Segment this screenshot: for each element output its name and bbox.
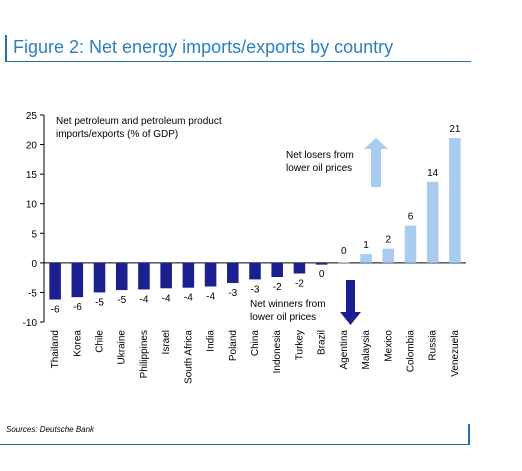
data-label: -4 xyxy=(206,292,215,303)
bar-brazil xyxy=(315,262,328,265)
data-label: -2 xyxy=(295,279,304,290)
up-arrow-icon xyxy=(364,138,388,187)
category-label: Agentina xyxy=(339,330,350,370)
bar-chile xyxy=(93,262,106,293)
ylabel-line1: Net petroleum and petroleum product xyxy=(56,116,222,127)
source-bar: Sources: Deutsche Bank xyxy=(0,420,470,445)
figure-title: Figure 2: Net energy imports/exports by … xyxy=(13,37,394,57)
bar-mexico xyxy=(382,248,395,263)
data-label: 14 xyxy=(427,168,439,179)
losers-label-line2: lower oil prices xyxy=(286,163,352,174)
bar-korea xyxy=(71,262,84,298)
data-label: -3 xyxy=(251,284,260,295)
data-label: -3 xyxy=(228,288,237,299)
y-tick-label: 20 xyxy=(26,141,38,152)
bar-russia xyxy=(426,181,439,263)
bar-turkey xyxy=(293,262,306,274)
y-tick-label: 5 xyxy=(31,229,37,240)
data-label: 6 xyxy=(408,212,414,223)
bar-indonesia xyxy=(271,262,283,278)
category-label: South Africa xyxy=(183,330,194,384)
label-layer: -6 Thailand -6 Korea -5 Chile -5 Ukraine -4 Phili… xyxy=(50,124,461,384)
bar-thailand xyxy=(49,262,61,300)
annotation-layer: Net petroleum and petroleum product impo… xyxy=(56,116,388,325)
category-label: Thailand xyxy=(50,330,61,368)
data-label: 0 xyxy=(341,246,347,257)
data-label: -4 xyxy=(184,293,193,304)
down-arrow-icon xyxy=(340,280,361,325)
y-tick-label: 10 xyxy=(26,200,38,211)
category-label: India xyxy=(206,330,217,352)
bar-china xyxy=(249,262,261,280)
category-label: Venezuela xyxy=(450,330,461,377)
category-label: Indonesia xyxy=(272,330,283,374)
bar-philippines xyxy=(138,262,150,290)
bar-south-africa xyxy=(182,262,195,288)
category-label: Poland xyxy=(228,330,239,361)
category-label: Turkey xyxy=(294,330,305,360)
data-label: -4 xyxy=(139,294,148,305)
data-label: -6 xyxy=(73,302,82,313)
category-label: Ukraine xyxy=(117,330,128,365)
bar-israel xyxy=(160,262,172,289)
bar-agentina xyxy=(338,262,350,264)
bar-layer xyxy=(49,138,461,300)
y-tick-label: -10 xyxy=(23,318,38,329)
source-bar-tick xyxy=(468,424,470,444)
bar-poland xyxy=(227,262,239,283)
category-label: China xyxy=(250,330,261,357)
data-label: 1 xyxy=(363,240,369,251)
bar-malaysia xyxy=(360,253,372,263)
bar-india xyxy=(204,262,217,287)
y-tick-label: 0 xyxy=(31,259,37,270)
bar-colombia xyxy=(404,225,417,263)
data-label: -5 xyxy=(117,295,126,306)
category-label: Brazil xyxy=(317,330,328,355)
data-label: 0 xyxy=(319,269,325,280)
category-label: Korea xyxy=(72,330,83,357)
data-label: -5 xyxy=(95,297,104,308)
losers-label-line1: Net losers from xyxy=(286,150,354,161)
y-tick-label: -5 xyxy=(28,288,37,299)
data-label: 2 xyxy=(385,235,391,246)
category-label: Philippines xyxy=(139,330,150,378)
winners-label-line1: Net winners from xyxy=(250,299,326,310)
winners-label-line2: lower oil prices xyxy=(250,312,316,323)
category-label: Colombia xyxy=(405,330,416,373)
category-label: Israel xyxy=(161,330,172,354)
category-label: Chile xyxy=(95,330,106,353)
data-label: 21 xyxy=(449,124,461,135)
category-label: Mexico xyxy=(383,330,394,362)
data-label: -2 xyxy=(273,282,282,293)
y-tick-label: 15 xyxy=(26,170,38,181)
source-note: Sources: Deutsche Bank xyxy=(6,425,95,434)
category-label: Russia xyxy=(428,330,439,361)
category-label: Malaysia xyxy=(361,330,372,370)
ylabel-line2: imports/exports (% of GDP) xyxy=(56,129,178,140)
figure-title-bar: Figure 2: Net energy imports/exports by … xyxy=(5,35,471,62)
chart-area: 25 20 15 10 5 0 -5 -10 -6 Thailand -6 Korea -5 Chile… xyxy=(0,100,522,420)
y-tick-label: 25 xyxy=(26,111,38,122)
bar-ukraine xyxy=(115,262,128,291)
data-label: -6 xyxy=(51,305,60,316)
bar-venezuela xyxy=(449,138,461,263)
data-label: -4 xyxy=(162,293,171,304)
